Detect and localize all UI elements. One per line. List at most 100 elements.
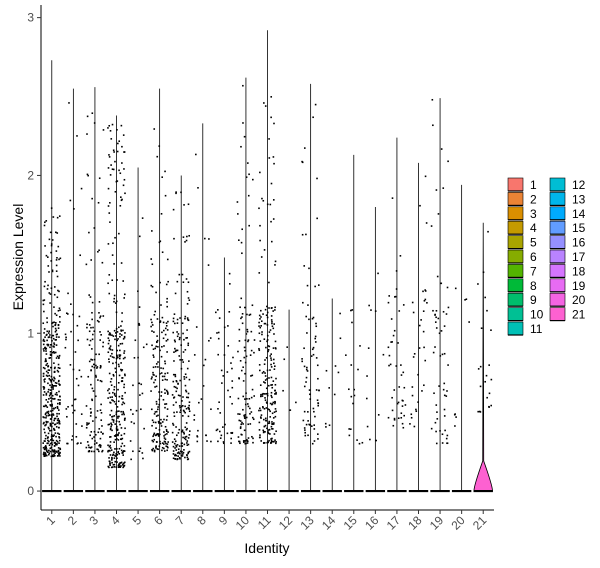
point-1 [46, 437, 49, 439]
point-6 [162, 367, 165, 370]
x-tick-label: 21 [470, 513, 490, 533]
point-1 [59, 316, 61, 318]
point-19 [435, 316, 437, 319]
point-17 [388, 364, 390, 367]
point-4 [121, 442, 124, 445]
point-15 [357, 368, 359, 371]
point-10 [250, 330, 253, 333]
point-6 [161, 446, 164, 449]
point-11 [272, 218, 275, 220]
point-8 [206, 440, 208, 442]
point-7 [178, 338, 181, 341]
point-17 [399, 255, 402, 257]
point-7 [178, 445, 181, 447]
legend-label: 13 [572, 192, 586, 206]
point-11 [263, 338, 266, 340]
legend-item-3: 3 [507, 206, 537, 221]
point-7 [172, 450, 175, 452]
point-6 [158, 241, 161, 244]
point-6 [163, 443, 165, 445]
point-3 [97, 250, 99, 253]
point-4 [113, 151, 115, 153]
point-4 [123, 402, 126, 405]
point-1 [50, 410, 52, 412]
point-1 [57, 323, 60, 326]
point-1 [44, 424, 46, 427]
point-11 [274, 260, 277, 263]
point-6 [156, 155, 159, 158]
point-6 [161, 375, 164, 378]
point-6 [151, 321, 153, 324]
point-4 [115, 357, 118, 360]
point-1 [56, 443, 58, 445]
point-10 [244, 372, 246, 375]
point-1 [50, 400, 52, 402]
point-6 [161, 345, 163, 348]
point-5 [137, 290, 139, 293]
point-16 [374, 310, 377, 312]
legend-item-21: 21 [549, 307, 586, 322]
point-1 [50, 418, 53, 420]
point-18 [418, 324, 421, 327]
violin-group-2 [63, 88, 84, 493]
point-21 [490, 404, 492, 407]
point-7 [182, 281, 185, 284]
point-3 [95, 442, 98, 444]
point-1 [54, 323, 57, 326]
point-17 [397, 342, 399, 344]
point-1 [43, 328, 46, 330]
point-2 [74, 351, 77, 353]
point-1 [54, 327, 57, 330]
point-13 [305, 233, 307, 236]
point-1 [44, 346, 46, 349]
point-4 [120, 334, 123, 336]
point-11 [275, 410, 277, 413]
point-1 [44, 431, 46, 434]
point-4 [124, 374, 126, 377]
point-17 [387, 301, 390, 304]
point-7 [175, 390, 178, 393]
point-4 [114, 302, 117, 304]
point-7 [188, 360, 190, 362]
point-4 [117, 388, 119, 391]
point-3 [86, 424, 88, 426]
point-13 [303, 365, 306, 368]
point-4 [116, 410, 118, 413]
point-13 [314, 341, 317, 343]
point-3 [100, 419, 103, 421]
point-4 [118, 463, 121, 466]
point-11 [267, 422, 270, 425]
point-15 [350, 309, 352, 312]
point-15 [350, 364, 353, 366]
point-11 [265, 356, 268, 359]
point-10 [241, 316, 243, 318]
x-tick-label: 16 [362, 513, 382, 533]
point-4 [120, 368, 122, 371]
point-9 [232, 356, 234, 359]
point-1 [58, 452, 61, 455]
point-11 [267, 431, 269, 433]
point-4 [111, 466, 114, 468]
point-15 [352, 402, 354, 405]
point-4 [118, 452, 121, 455]
point-3 [88, 446, 90, 449]
point-6 [163, 435, 165, 437]
point-1 [55, 357, 58, 359]
point-11 [268, 331, 271, 333]
point-1 [50, 287, 53, 290]
point-1 [59, 321, 61, 323]
point-1 [45, 220, 48, 222]
point-3 [85, 263, 88, 266]
point-10 [243, 417, 246, 419]
point-7 [182, 361, 185, 363]
point-3 [87, 444, 90, 447]
point-4 [118, 447, 121, 450]
point-1 [45, 254, 48, 257]
point-4 [121, 380, 124, 383]
point-11 [268, 420, 271, 423]
point-4 [118, 415, 120, 418]
point-2 [75, 423, 78, 425]
point-3 [92, 363, 95, 366]
point-7 [175, 380, 178, 382]
point-6 [155, 345, 157, 348]
